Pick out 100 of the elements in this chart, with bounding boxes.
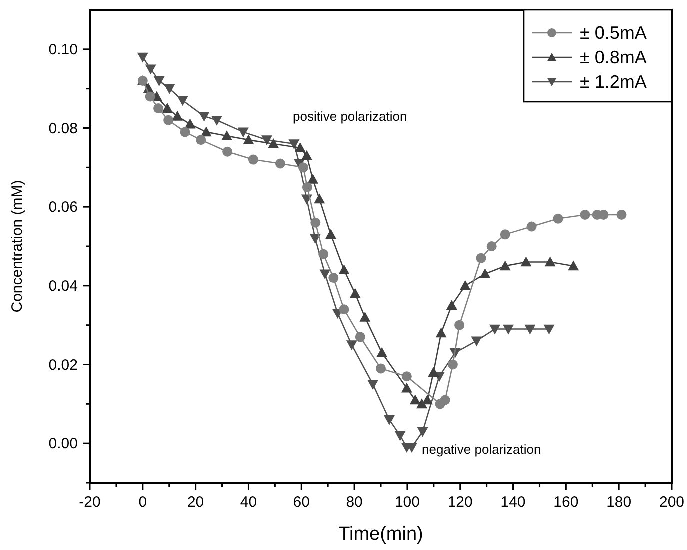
point <box>448 360 458 370</box>
point <box>268 138 280 148</box>
point <box>524 324 536 335</box>
point <box>500 260 511 271</box>
x-axis-title: Time(min) <box>338 524 424 545</box>
point <box>222 146 233 157</box>
point <box>261 136 272 146</box>
point <box>162 103 174 113</box>
x-tick-label: 60 <box>293 494 310 511</box>
point <box>339 304 350 315</box>
point <box>177 96 188 106</box>
point <box>384 416 395 426</box>
y-axis-title: Concentration (mM) <box>9 180 26 313</box>
point <box>328 273 339 284</box>
point <box>526 222 537 232</box>
point <box>308 174 319 184</box>
point <box>476 253 486 264</box>
x-tick-label: 20 <box>187 494 204 511</box>
point <box>503 324 514 335</box>
x-tick-label: 40 <box>240 494 258 511</box>
x-tick-label: 140 <box>500 494 526 511</box>
point <box>580 210 590 220</box>
point <box>402 372 412 382</box>
point <box>416 398 428 409</box>
point <box>440 395 450 406</box>
point <box>490 324 501 335</box>
point <box>314 194 326 204</box>
point <box>196 135 206 146</box>
x-tick-label: 0 <box>138 494 148 511</box>
point <box>568 260 580 271</box>
point <box>350 288 361 298</box>
point <box>200 126 212 137</box>
point <box>553 214 564 224</box>
point <box>320 270 331 280</box>
point <box>460 280 471 290</box>
point <box>376 364 386 374</box>
x-tick-label: 200 <box>659 494 685 511</box>
point <box>355 332 366 342</box>
point <box>346 340 358 351</box>
point <box>544 256 556 267</box>
point <box>616 210 627 220</box>
x-tick-label: 120 <box>448 494 473 511</box>
point <box>422 394 434 405</box>
point <box>310 234 321 244</box>
y-tick-label: 0.10 <box>48 41 78 58</box>
point <box>211 116 222 126</box>
legend-label: ± 0.5mA <box>580 23 647 43</box>
point <box>417 427 428 438</box>
point <box>446 300 458 310</box>
point <box>302 182 312 192</box>
point <box>401 382 412 393</box>
point <box>376 347 388 358</box>
point <box>368 380 379 390</box>
point <box>486 242 497 252</box>
point <box>454 320 465 330</box>
y-tick-label: 0.06 <box>48 199 78 216</box>
x-tick-label: 100 <box>394 494 420 511</box>
point <box>275 158 286 169</box>
point <box>406 443 418 454</box>
point <box>243 134 254 144</box>
point <box>338 264 350 275</box>
point <box>544 324 555 335</box>
point <box>222 130 233 141</box>
point <box>394 431 406 442</box>
point <box>154 76 165 86</box>
point <box>480 268 491 278</box>
point <box>436 328 447 338</box>
point <box>288 140 300 150</box>
y-tick-label: 0.04 <box>48 278 78 295</box>
x-tick-label: 180 <box>606 494 632 511</box>
x-tick-label: 160 <box>554 494 579 511</box>
point <box>520 256 532 267</box>
point <box>164 84 176 94</box>
point <box>360 312 371 322</box>
x-tick-label: -20 <box>79 494 101 511</box>
point <box>428 367 440 378</box>
point <box>238 128 249 138</box>
legend-label: ± 1.2mA <box>580 72 647 92</box>
point <box>154 104 164 114</box>
x-tick-label: 80 <box>346 494 363 511</box>
y-tick-label: 0.00 <box>48 436 78 453</box>
point <box>137 52 148 63</box>
point <box>172 110 184 121</box>
legend-label: ± 0.8mA <box>580 48 647 68</box>
point <box>198 112 210 122</box>
y-tick-label: 0.02 <box>48 356 78 374</box>
y-tick-label: 0.08 <box>48 120 78 138</box>
point <box>180 127 190 138</box>
point <box>298 162 308 173</box>
point <box>410 394 421 405</box>
annotation: positive polarization <box>293 109 408 124</box>
point <box>500 230 510 240</box>
point <box>145 64 156 75</box>
annotation: negative polarization <box>422 442 542 457</box>
point <box>294 142 306 152</box>
point <box>310 218 321 228</box>
point <box>326 229 336 240</box>
point <box>164 115 174 126</box>
point <box>471 336 482 347</box>
point <box>145 92 156 102</box>
